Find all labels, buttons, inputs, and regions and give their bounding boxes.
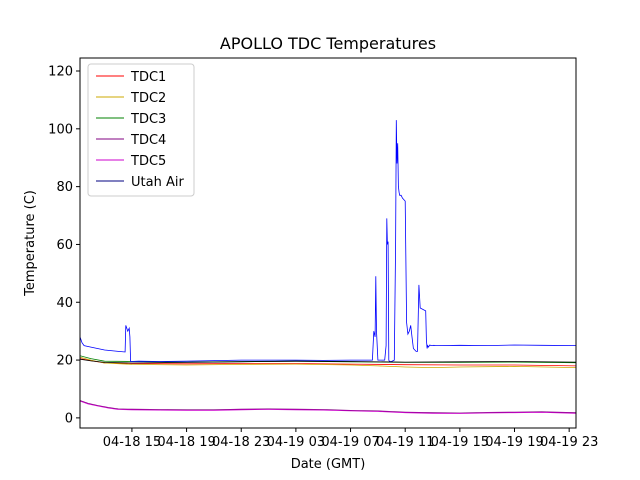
x-tick-label-1: 04-18 19 (157, 435, 215, 450)
y-tick-label-2: 40 (56, 296, 73, 311)
plot-lines (80, 120, 576, 414)
y-axis-label: Temperature (C) (23, 190, 38, 297)
series-line-5 (80, 120, 576, 362)
y-tick-label-1: 20 (56, 354, 73, 369)
legend: TDC1 TDC2 TDC3 TDC4 TDC5 Utah Air (87, 63, 195, 197)
y-tick-label-5: 100 (48, 122, 73, 137)
legend-label-0: TDC1 (130, 70, 166, 85)
x-tick-label-4: 04-19 07 (321, 435, 379, 450)
y-tick-label-4: 80 (56, 180, 73, 195)
chart-title: APOLLO TDC Temperatures (220, 34, 436, 53)
y-tick-label-0: 0 (65, 411, 73, 426)
series-line-4 (80, 400, 576, 414)
x-axis-label: Date (GMT) (291, 457, 366, 472)
x-tick-label-8: 04-19 23 (540, 435, 598, 450)
x-tick-label-3: 04-19 03 (267, 435, 325, 450)
legend-label-1: TDC2 (130, 91, 166, 106)
y-tick-label-3: 60 (56, 238, 73, 253)
y-tick-label-6: 120 (48, 65, 73, 80)
legend-label-3: TDC4 (130, 133, 166, 148)
series-line-3 (80, 400, 576, 414)
series-line-1 (80, 356, 576, 369)
x-tick-label-2: 04-18 23 (212, 435, 270, 450)
series-line-6 (80, 358, 576, 364)
y-axis: 0 20 40 60 80 100 120 (48, 65, 80, 426)
legend-label-2: TDC3 (130, 112, 166, 127)
x-tick-label-0: 04-18 15 (103, 435, 161, 450)
x-tick-label-5: 04-19 11 (376, 435, 434, 450)
legend-label-4: TDC5 (130, 154, 166, 169)
x-tick-label-6: 04-19 15 (431, 435, 489, 450)
plot-frame (79, 57, 577, 429)
legend-label-5: Utah Air (131, 175, 184, 190)
x-tick-label-7: 04-19 19 (485, 435, 543, 450)
